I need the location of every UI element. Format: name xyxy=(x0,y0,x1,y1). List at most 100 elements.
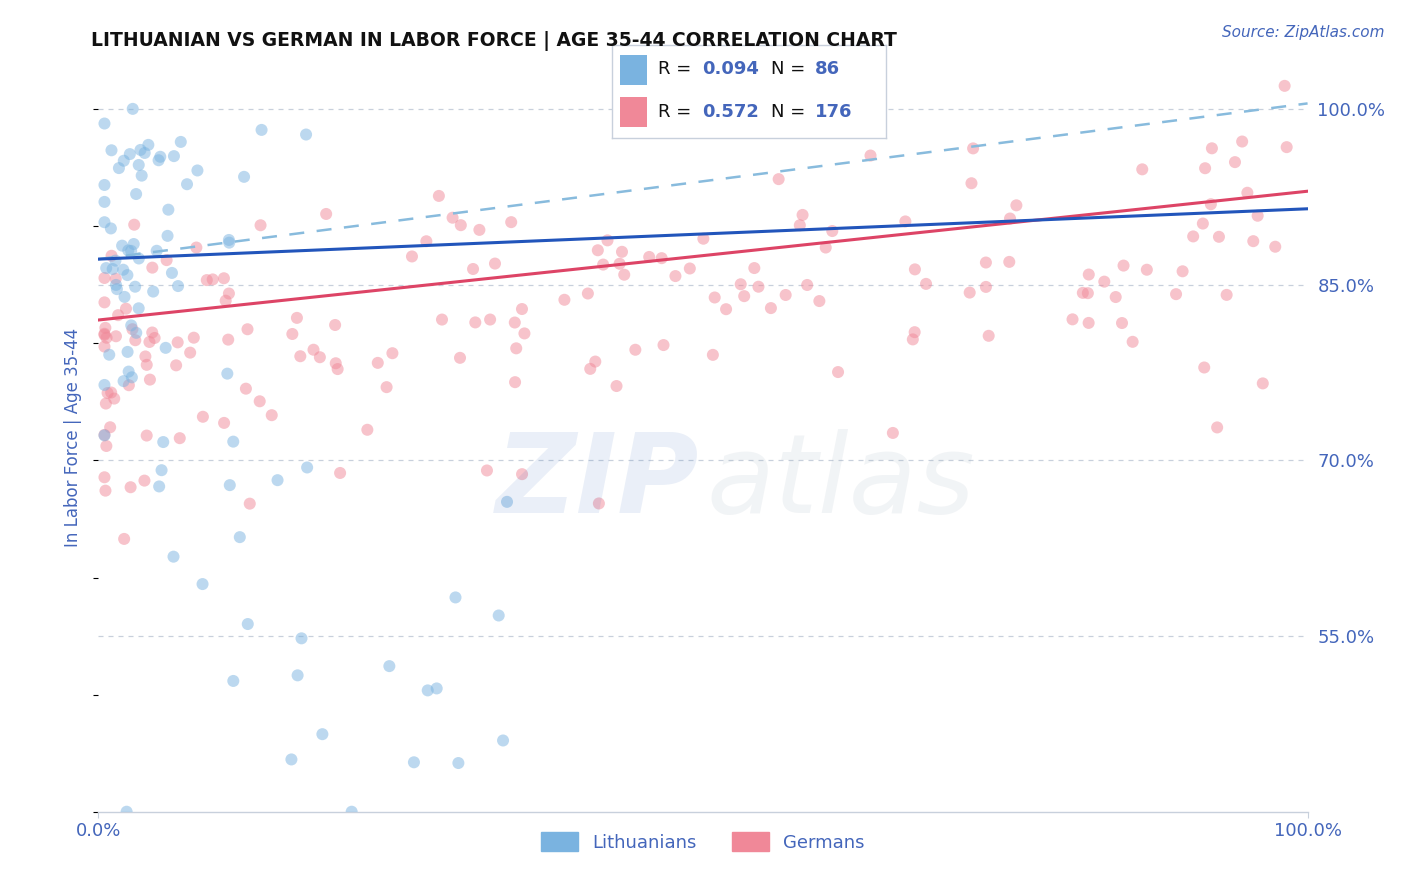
Point xyxy=(163,149,186,163)
Point xyxy=(97,386,120,401)
Point xyxy=(222,434,245,449)
Point xyxy=(450,218,472,232)
Point xyxy=(135,428,157,442)
Point xyxy=(610,244,633,259)
Point xyxy=(290,349,312,363)
Point xyxy=(148,153,170,168)
Point xyxy=(121,370,143,384)
Point xyxy=(1251,376,1274,391)
Point xyxy=(149,150,172,164)
Point xyxy=(378,659,401,673)
Point xyxy=(1130,162,1153,177)
Point xyxy=(142,285,165,299)
Point xyxy=(894,214,917,228)
Point xyxy=(1062,312,1084,326)
Point xyxy=(496,495,519,509)
Point xyxy=(859,148,882,162)
Point xyxy=(624,343,647,357)
Point xyxy=(96,261,118,276)
Point xyxy=(134,145,156,160)
Point xyxy=(1182,229,1205,244)
Point xyxy=(882,425,904,440)
Point xyxy=(1236,186,1258,200)
Text: atlas: atlas xyxy=(707,428,976,535)
Point xyxy=(260,408,283,422)
Point xyxy=(290,632,312,646)
Point xyxy=(1071,285,1094,300)
Point xyxy=(148,479,170,493)
Point xyxy=(747,279,769,293)
Point xyxy=(285,310,308,325)
Point xyxy=(135,358,157,372)
Point xyxy=(1077,316,1099,330)
Point xyxy=(131,169,153,183)
Point xyxy=(1111,316,1133,330)
Point xyxy=(427,189,450,203)
Point xyxy=(141,260,163,275)
Point xyxy=(112,262,135,277)
Point xyxy=(104,329,127,343)
Point xyxy=(212,416,235,430)
Point xyxy=(120,318,142,333)
Point xyxy=(416,683,439,698)
Text: R =: R = xyxy=(658,103,692,121)
Point xyxy=(583,354,606,368)
Point xyxy=(1105,290,1128,304)
Point xyxy=(1223,155,1246,169)
Point xyxy=(1077,268,1099,282)
Point xyxy=(117,345,139,359)
Point xyxy=(1206,420,1229,434)
Point xyxy=(128,252,150,266)
Point xyxy=(176,178,198,192)
Point xyxy=(94,483,117,498)
Legend: Lithuanians, Germans: Lithuanians, Germans xyxy=(534,825,872,859)
Point xyxy=(134,474,156,488)
Point xyxy=(104,272,127,286)
Point xyxy=(998,211,1021,226)
Point xyxy=(191,577,214,591)
Point xyxy=(165,359,187,373)
Point xyxy=(128,158,150,172)
Point xyxy=(93,116,115,130)
Point xyxy=(1199,197,1222,211)
Point xyxy=(488,608,510,623)
Point xyxy=(218,233,240,247)
Point xyxy=(430,312,453,326)
Point xyxy=(716,123,738,137)
Point xyxy=(323,318,346,332)
Point xyxy=(461,262,484,277)
Point xyxy=(141,326,163,340)
Point xyxy=(103,392,125,406)
Point xyxy=(115,301,138,316)
Point xyxy=(93,378,115,392)
Point xyxy=(156,228,179,243)
Point xyxy=(340,805,363,819)
Point xyxy=(94,396,117,410)
Point xyxy=(513,326,536,341)
Point xyxy=(118,378,141,392)
Point xyxy=(117,268,139,282)
Point xyxy=(139,373,162,387)
Point xyxy=(201,272,224,286)
Point xyxy=(125,326,148,340)
Text: 0.572: 0.572 xyxy=(702,103,759,121)
Point xyxy=(169,431,191,445)
Point xyxy=(217,367,239,381)
Point xyxy=(962,141,984,155)
Point xyxy=(733,289,755,303)
Point xyxy=(609,257,631,271)
Point xyxy=(356,423,378,437)
Point xyxy=(960,176,983,190)
Point xyxy=(96,331,118,345)
Point xyxy=(105,282,128,296)
Point xyxy=(107,308,129,322)
Point xyxy=(375,380,398,394)
Point xyxy=(302,343,325,357)
Point xyxy=(311,727,333,741)
Point xyxy=(638,250,661,264)
Point xyxy=(121,102,143,116)
Point xyxy=(93,215,115,229)
Point xyxy=(157,202,180,217)
Point xyxy=(152,435,174,450)
Point xyxy=(484,256,506,270)
